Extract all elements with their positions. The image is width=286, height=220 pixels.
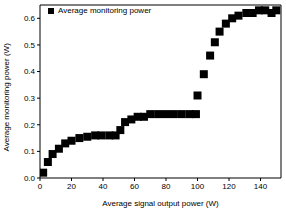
svg-text:20: 20 [67, 182, 76, 191]
svg-text:0.3: 0.3 [24, 94, 36, 103]
svg-text:0.0: 0.0 [24, 174, 36, 183]
svg-text:0.5: 0.5 [24, 41, 36, 50]
svg-text:40: 40 [99, 182, 108, 191]
svg-text:140: 140 [254, 182, 268, 191]
svg-text:0.2: 0.2 [24, 121, 36, 130]
svg-text:60: 60 [130, 182, 139, 191]
svg-text:Average monitoring power (W): Average monitoring power (W) [8, 43, 11, 152]
svg-text:120: 120 [222, 182, 236, 191]
svg-text:80: 80 [162, 182, 171, 191]
svg-text:0.1: 0.1 [24, 147, 36, 156]
svg-text:Average signal output power (W: Average signal output power (W) [102, 199, 219, 208]
svg-text:0.4: 0.4 [24, 67, 36, 76]
svg-text:100: 100 [191, 182, 205, 191]
svg-text:0: 0 [38, 182, 43, 191]
svg-text:0.6: 0.6 [24, 14, 36, 23]
html-text:Average monitoring power: Average monitoring power [58, 6, 152, 15]
